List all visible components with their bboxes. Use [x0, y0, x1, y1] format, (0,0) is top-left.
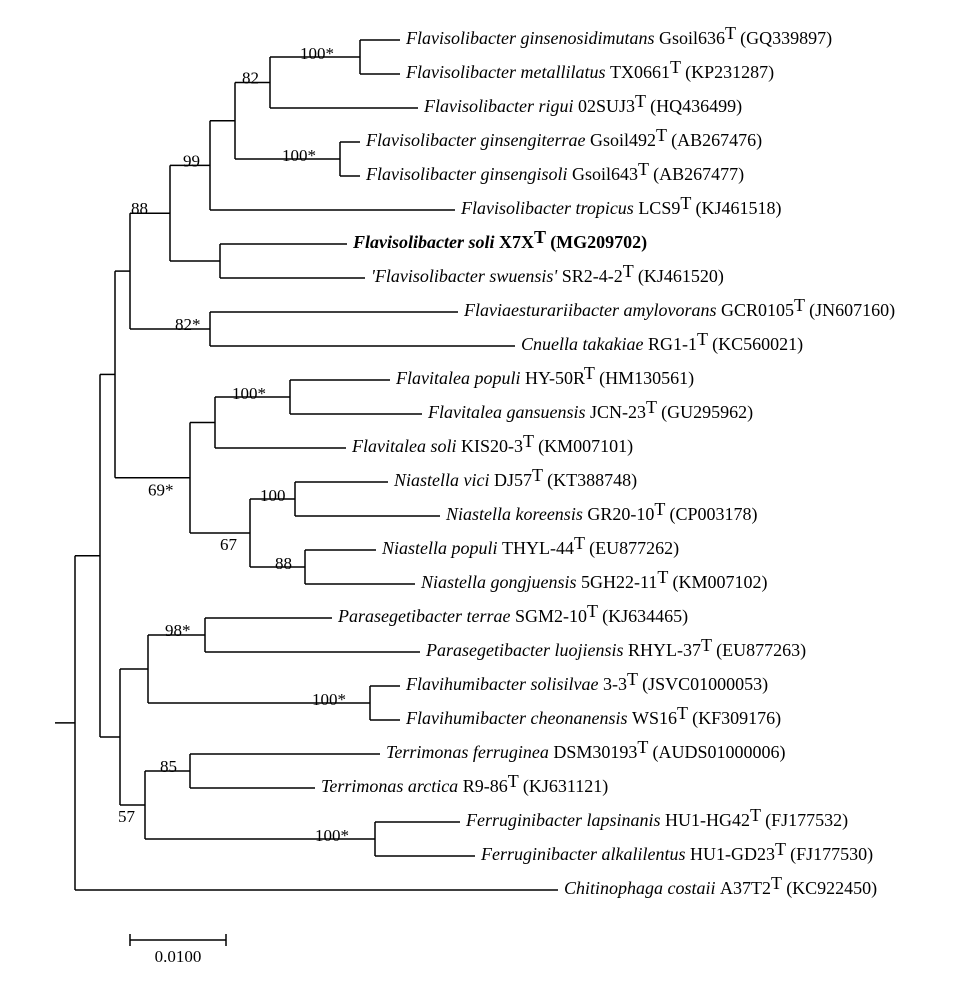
svg-text:Flavisolibacter ginsengiterrae: Flavisolibacter ginsengiterrae Gsoil492T… — [365, 125, 762, 151]
svg-text:Flavisolibacter rigui 02SUJ3T: Flavisolibacter rigui 02SUJ3T (HQ436499) — [423, 91, 742, 117]
svg-text:100*: 100* — [312, 690, 346, 709]
svg-text:Flavihumibacter cheonanensis W: Flavihumibacter cheonanensis WS16T (KF30… — [405, 703, 781, 729]
svg-text:Niastella populi THYL-44T (EU8: Niastella populi THYL-44T (EU877262) — [381, 533, 679, 559]
svg-text:Terrimonas ferruginea DSM30193: Terrimonas ferruginea DSM30193T (AUDS010… — [386, 737, 786, 763]
svg-text:Flavitalea populi HY-50RT (HM1: Flavitalea populi HY-50RT (HM130561) — [395, 363, 694, 389]
svg-text:88: 88 — [275, 554, 292, 573]
svg-text:82: 82 — [242, 68, 259, 87]
svg-text:67: 67 — [220, 535, 238, 554]
svg-text:Flavitalea gansuensis JCN-23T: Flavitalea gansuensis JCN-23T (GU295962) — [427, 397, 753, 423]
svg-text:Flaviaesturariibacter amylovor: Flaviaesturariibacter amylovorans GCR010… — [463, 295, 895, 321]
svg-text:85: 85 — [160, 757, 177, 776]
svg-text:Flavihumibacter solisilvae 3-3: Flavihumibacter solisilvae 3-3T (JSVC010… — [405, 669, 768, 695]
svg-text:Ferruginibacter lapsinanis HU1: Ferruginibacter lapsinanis HU1-HG42T (FJ… — [465, 805, 848, 831]
svg-text:57: 57 — [118, 807, 136, 826]
svg-text:Parasegetibacter terrae SGM2-1: Parasegetibacter terrae SGM2-10T (KJ6344… — [337, 601, 688, 627]
svg-text:Niastella koreensis GR20-10T (: Niastella koreensis GR20-10T (CP003178) — [445, 499, 758, 525]
svg-text:Parasegetibacter luojiensis RH: Parasegetibacter luojiensis RHYL-37T (EU… — [425, 635, 806, 661]
svg-text:99: 99 — [183, 151, 200, 170]
svg-text:Flavisolibacter ginsengisoli G: Flavisolibacter ginsengisoli Gsoil643T (… — [365, 159, 744, 185]
svg-text:Terrimonas arctica R9-86T (KJ6: Terrimonas arctica R9-86T (KJ631121) — [321, 771, 608, 797]
svg-text:100*: 100* — [315, 826, 349, 845]
svg-text:100*: 100* — [232, 384, 266, 403]
svg-text:100: 100 — [260, 486, 286, 505]
svg-text:0.0100: 0.0100 — [155, 947, 202, 966]
svg-text:'Flavisolibacter swuensis' SR2: 'Flavisolibacter swuensis' SR2-4-2T (KJ4… — [371, 261, 724, 287]
svg-text:Chitinophaga costaii A37T2T (K: Chitinophaga costaii A37T2T (KC922450) — [564, 873, 877, 899]
svg-text:100*: 100* — [282, 146, 316, 165]
svg-text:Niastella gongjuensis 5GH22-11: Niastella gongjuensis 5GH22-11T (KM00710… — [420, 567, 768, 593]
svg-text:Ferruginibacter alkalilentus H: Ferruginibacter alkalilentus HU1-GD23T (… — [480, 839, 873, 865]
svg-text:Flavisolibacter tropicus LCS9T: Flavisolibacter tropicus LCS9T (KJ461518… — [460, 193, 782, 219]
svg-text:Cnuella takakiae RG1-1T (KC560: Cnuella takakiae RG1-1T (KC560021) — [521, 329, 803, 355]
svg-text:98*: 98* — [165, 621, 191, 640]
svg-text:100*: 100* — [300, 44, 334, 63]
svg-text:82*: 82* — [175, 315, 201, 334]
phylogenetic-tree: 100* 82 100* 99 88 82* 100* 100 88 67 69* 98* 100* 85… — [20, 20, 940, 980]
svg-text:Flavitalea soli KIS20-3T (KM00: Flavitalea soli KIS20-3T (KM007101) — [351, 431, 633, 457]
svg-text:69*: 69* — [148, 481, 174, 500]
svg-text:88: 88 — [131, 199, 148, 218]
svg-text:Flavisolibacter metallilatus T: Flavisolibacter metallilatus TX0661T (KP… — [405, 57, 774, 83]
svg-text:Niastella vici DJ57T (KT388748: Niastella vici DJ57T (KT388748) — [393, 465, 637, 491]
svg-text:Flavisolibacter ginsenosidimut: Flavisolibacter ginsenosidimutans Gsoil6… — [405, 23, 832, 49]
svg-text:Flavisolibacter soli X7XT (MG2: Flavisolibacter soli X7XT (MG209702) — [352, 227, 647, 253]
